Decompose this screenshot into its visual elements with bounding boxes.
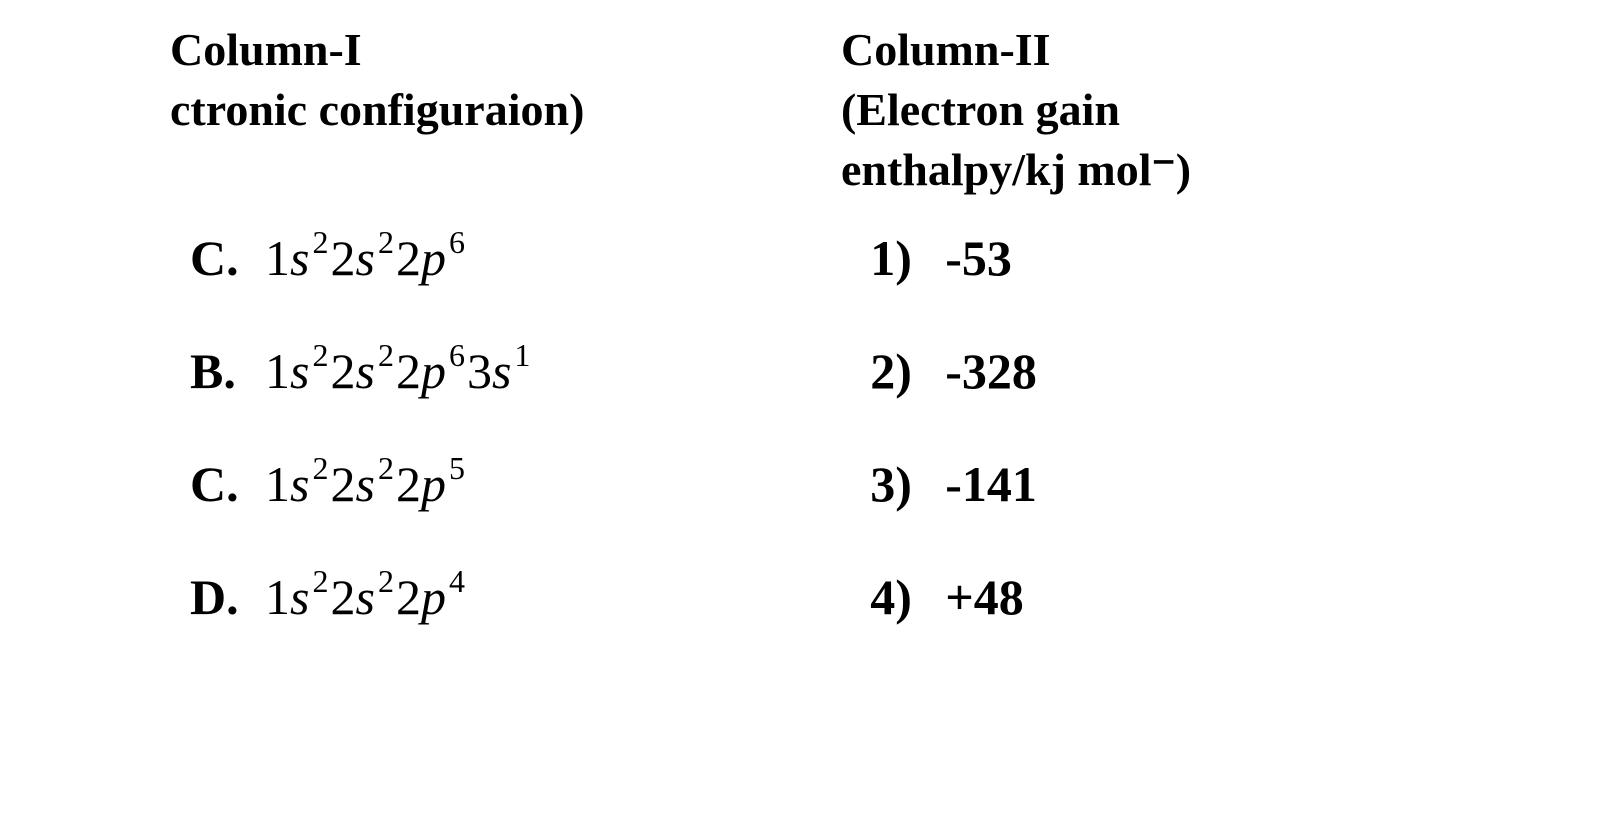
electron-configuration: 1s22s22p5 — [265, 455, 467, 513]
orbital-n: 3 — [467, 342, 492, 400]
orbital-l: s — [355, 342, 374, 400]
orbital-n: 2 — [396, 229, 421, 287]
enthalpy-value: +48 — [945, 568, 1024, 626]
orbital-n: 1 — [265, 342, 290, 400]
row-letter-label: D. — [190, 568, 240, 626]
row-letter-label: C. — [190, 455, 240, 513]
orbital-electrons: 2 — [378, 450, 394, 487]
value-cell: 1) -53 — [830, 229, 1480, 287]
orbital-electrons: 2 — [312, 450, 328, 487]
electron-configuration: 1s22s22p6 — [265, 229, 467, 287]
orbital-n: 2 — [330, 342, 355, 400]
orbital-electrons: 6 — [449, 224, 465, 261]
orbital-electrons: 2 — [378, 337, 394, 374]
orbital-electrons: 2 — [312, 563, 328, 600]
row-letter-label: B. — [190, 342, 240, 400]
config-cell: B.1s22s22p63s1 — [120, 342, 830, 400]
orbital-l: p — [421, 342, 446, 400]
orbital-l: s — [290, 455, 309, 513]
enthalpy-value: -141 — [945, 455, 1037, 513]
orbital-l: s — [355, 229, 374, 287]
orbital: 1s2 — [265, 568, 330, 626]
data-row: C.1s22s22p53)-141 — [120, 455, 1480, 513]
data-row: B.1s22s22p63s12)-328 — [120, 342, 1480, 400]
value-cell: 3) -141 — [830, 455, 1480, 513]
electron-configuration: 1s22s22p4 — [265, 568, 467, 626]
enthalpy-value: -53 — [945, 229, 1012, 287]
orbital-n: 2 — [330, 455, 355, 513]
header-row: Column-I ctronic configuraion) Column-II… — [120, 20, 1480, 199]
orbital-n: 2 — [330, 568, 355, 626]
orbital-n: 1 — [265, 455, 290, 513]
orbital-l: s — [290, 342, 309, 400]
orbital-n: 2 — [396, 568, 421, 626]
row-number-label: 1) — [870, 229, 920, 287]
orbital: 1s2 — [265, 342, 330, 400]
orbital: 1s2 — [265, 455, 330, 513]
orbital-l: s — [290, 229, 309, 287]
orbital-electrons: 2 — [378, 563, 394, 600]
orbital-electrons: 6 — [449, 337, 465, 374]
row-letter-label: C. — [190, 229, 240, 287]
orbital-n: 2 — [396, 342, 421, 400]
enthalpy-value: -328 — [945, 342, 1037, 400]
orbital: 2s2 — [330, 342, 395, 400]
value-cell: 2) -328 — [830, 342, 1480, 400]
orbital: 2p5 — [396, 455, 467, 513]
orbital: 2p4 — [396, 568, 467, 626]
orbital-l: p — [421, 455, 446, 513]
config-cell: D.1s22s22p4 — [120, 568, 830, 626]
column-2-title: Column-II — [841, 20, 1480, 80]
orbital-electrons: 2 — [312, 337, 328, 374]
orbital-l: s — [290, 568, 309, 626]
config-cell: C.1s22s22p6 — [120, 229, 830, 287]
orbital: 3s1 — [467, 342, 532, 400]
column-2-subtitle-1: (Electron gain — [841, 80, 1480, 140]
orbital-l: s — [355, 568, 374, 626]
column-1-title: Column-I — [170, 20, 841, 80]
orbital-electrons: 5 — [449, 450, 465, 487]
row-number-label: 2) — [870, 342, 920, 400]
config-cell: C.1s22s22p5 — [120, 455, 830, 513]
orbital: 2p6 — [396, 342, 467, 400]
orbital: 2s2 — [330, 568, 395, 626]
orbital-l: p — [421, 568, 446, 626]
electron-configuration: 1s22s22p63s1 — [265, 342, 532, 400]
orbital-electrons: 2 — [312, 224, 328, 261]
column-1-subtitle: ctronic configuraion) — [170, 80, 841, 140]
orbital-n: 2 — [330, 229, 355, 287]
orbital-l: s — [492, 342, 511, 400]
orbital-electrons: 4 — [449, 563, 465, 600]
data-row: C.1s22s22p61)-53 — [120, 229, 1480, 287]
orbital-electrons: 1 — [514, 337, 530, 374]
orbital-n: 1 — [265, 229, 290, 287]
row-number-label: 3) — [870, 455, 920, 513]
column-2-subtitle-2: enthalpy/kj mol⁻) — [841, 140, 1480, 200]
data-row: D.1s22s22p44)+48 — [120, 568, 1480, 626]
orbital-n: 2 — [396, 455, 421, 513]
orbital: 2p6 — [396, 229, 467, 287]
value-cell: 4) +48 — [830, 568, 1480, 626]
header-column-1: Column-I ctronic configuraion) — [120, 20, 841, 199]
orbital-l: p — [421, 229, 446, 287]
orbital: 1s2 — [265, 229, 330, 287]
orbital: 2s2 — [330, 455, 395, 513]
orbital: 2s2 — [330, 229, 395, 287]
matching-table: Column-I ctronic configuraion) Column-II… — [120, 20, 1480, 681]
orbital-n: 1 — [265, 568, 290, 626]
row-number-label: 4) — [870, 568, 920, 626]
rows-container: C.1s22s22p61)-53B.1s22s22p63s12)-328C.1s… — [120, 229, 1480, 681]
orbital-electrons: 2 — [378, 224, 394, 261]
header-column-2: Column-II (Electron gain enthalpy/kj mol… — [841, 20, 1480, 199]
orbital-l: s — [355, 455, 374, 513]
